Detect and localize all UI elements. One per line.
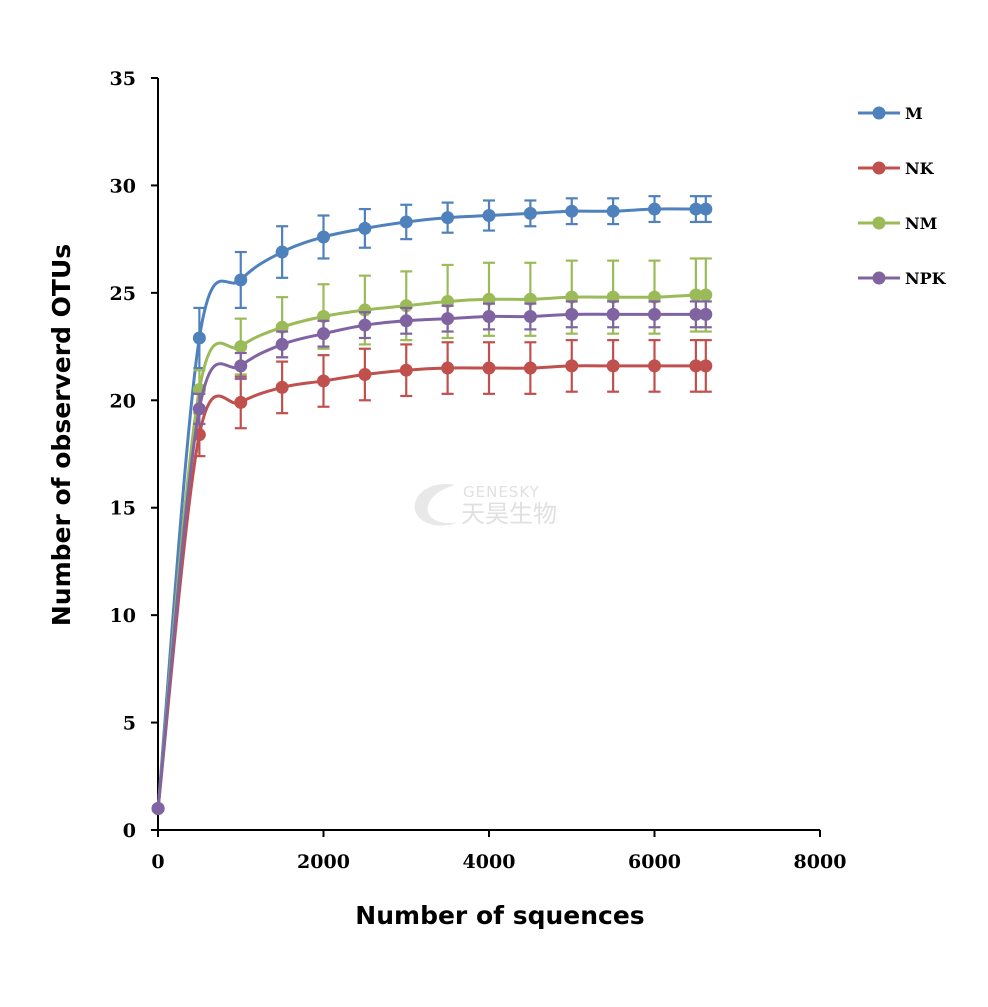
x-ticks: 0 2000 4000 6000 8000: [151, 830, 846, 873]
data-point: [399, 363, 413, 377]
series-layer: [151, 195, 713, 816]
y-tick-label: 30: [110, 175, 136, 197]
data-point: [234, 340, 248, 354]
x-axis-title: Number of squences: [355, 901, 644, 930]
data-point: [441, 361, 455, 375]
swirl-logo-icon: [414, 484, 458, 526]
data-point: [358, 318, 372, 332]
data-point: [648, 202, 661, 216]
watermark: GENESKY 天昊生物: [414, 483, 557, 528]
y-axis-title: Number of observerd OTUs: [47, 244, 76, 626]
data-point: [399, 314, 413, 328]
data-point: [606, 359, 620, 373]
legend-label: NPK: [905, 269, 947, 288]
data-point: [358, 303, 372, 317]
x-tick-label: 8000: [794, 851, 847, 873]
y-tick-label: 0: [123, 820, 136, 842]
series-nk: [151, 339, 713, 816]
data-point: [151, 802, 165, 816]
series-m: [151, 195, 713, 816]
data-point: [234, 395, 248, 409]
data-point: [358, 221, 372, 235]
y-tick-label: 15: [110, 498, 136, 520]
data-point: [317, 230, 330, 244]
legend-item-nm: NM: [858, 214, 937, 233]
y-tick-label: 10: [110, 605, 136, 627]
legend-item-m: M: [858, 104, 923, 123]
data-point: [699, 359, 713, 373]
data-point: [565, 204, 579, 218]
data-point: [275, 245, 289, 259]
data-point: [275, 380, 289, 394]
data-point: [234, 273, 248, 287]
legend: M NK NM NPK: [858, 104, 947, 288]
data-point: [234, 359, 248, 373]
data-point: [699, 202, 713, 216]
data-point: [523, 206, 537, 220]
data-point: [192, 331, 206, 345]
legend-marker: [872, 106, 886, 120]
data-point: [606, 204, 620, 218]
data-point: [399, 299, 413, 313]
legend-marker: [872, 216, 886, 230]
data-point: [689, 307, 703, 321]
legend-label: M: [905, 104, 923, 123]
data-point: [317, 374, 330, 388]
legend-marker: [872, 271, 886, 285]
data-point: [523, 309, 537, 323]
data-point: [317, 327, 330, 341]
watermark-line2: 天昊生物: [461, 500, 557, 528]
series-line: [156, 364, 706, 809]
data-point: [648, 307, 661, 321]
data-point: [689, 202, 703, 216]
data-point: [699, 307, 713, 321]
data-point: [275, 337, 289, 351]
y-ticks: 0 5 10 15 20 25 30 35: [110, 68, 158, 842]
data-point: [699, 288, 713, 302]
data-point: [358, 368, 372, 382]
data-point: [482, 309, 496, 323]
x-tick-label: 6000: [628, 851, 681, 873]
legend-item-npk: NPK: [858, 269, 947, 288]
data-point: [441, 312, 455, 326]
y-tick-label: 20: [110, 390, 136, 412]
x-tick-label: 2000: [297, 851, 350, 873]
data-point: [482, 361, 496, 375]
data-point: [689, 288, 703, 302]
data-point: [689, 359, 703, 373]
data-point: [192, 402, 206, 416]
data-point: [482, 209, 496, 223]
legend-label: NK: [905, 159, 935, 178]
data-point: [648, 359, 661, 373]
legend-label: NM: [905, 214, 937, 233]
y-tick-label: 35: [110, 68, 136, 90]
x-tick-label: 4000: [463, 851, 516, 873]
y-tick-label: 25: [110, 283, 136, 305]
data-point: [606, 307, 620, 321]
data-point: [565, 307, 579, 321]
watermark-line1: GENESKY: [463, 483, 540, 501]
data-point: [523, 361, 537, 375]
legend-marker: [872, 161, 886, 175]
series-npk: [151, 300, 713, 816]
y-tick-label: 5: [123, 713, 136, 735]
x-tick-label: 0: [151, 851, 164, 873]
data-point: [565, 359, 579, 373]
axes: 0 5 10 15 20 25 30 35 0 2000 4000 6000 8000: [110, 68, 847, 873]
series-nm: [151, 257, 713, 816]
legend-item-nk: NK: [858, 159, 935, 178]
data-point: [441, 211, 455, 225]
data-point: [399, 215, 413, 229]
